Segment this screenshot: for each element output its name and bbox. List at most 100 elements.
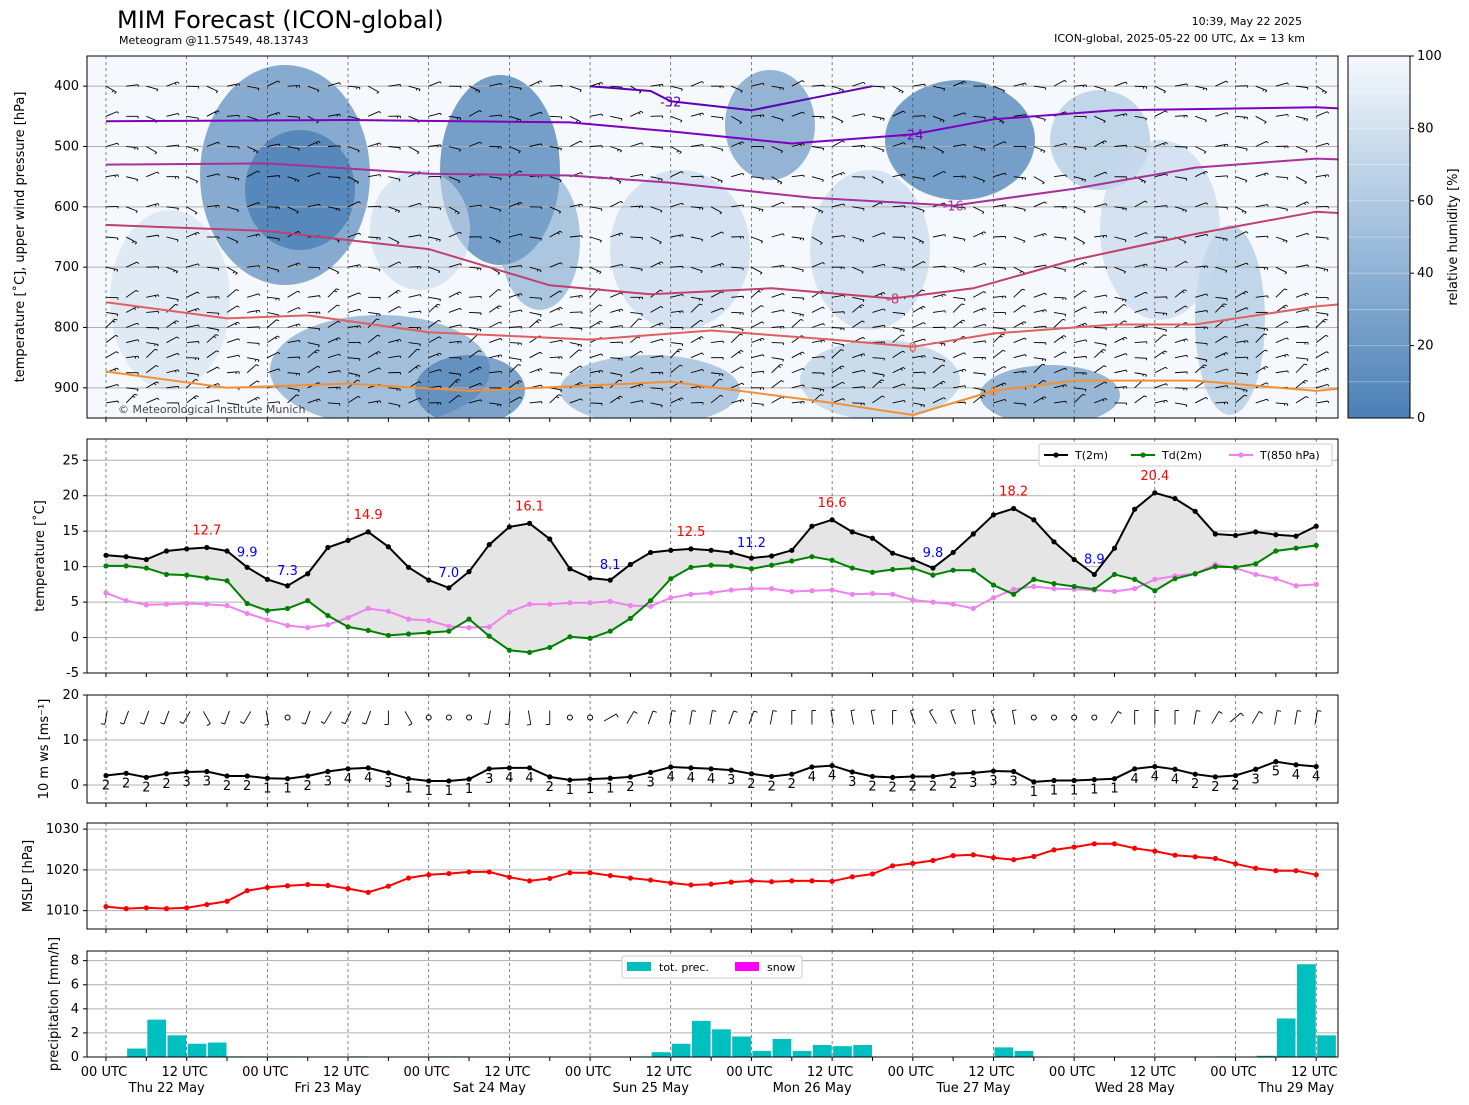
surface-wind-barb <box>1211 711 1220 724</box>
wind-barb-flag <box>1043 119 1046 122</box>
wind-barb <box>892 205 905 208</box>
extreme-label: 14.9 <box>354 508 383 523</box>
wind-barb <box>368 400 381 404</box>
wind-barb-flag <box>395 291 399 294</box>
wind-barb-flag <box>1246 307 1249 310</box>
wind-barb <box>1033 292 1046 298</box>
series-point <box>789 588 795 595</box>
wind-barb-flag <box>803 143 805 146</box>
wind-barb-flag <box>658 178 660 181</box>
wind-barb-flag <box>1064 314 1067 317</box>
wind-barb-flag <box>1023 240 1026 244</box>
wind-barb-flag <box>1302 381 1306 384</box>
mslp-point <box>446 870 452 877</box>
series-point <box>567 634 573 640</box>
wind-barb <box>1053 384 1066 389</box>
wind-barb <box>166 385 179 389</box>
wind-barb <box>610 146 622 151</box>
wind-barb <box>912 355 925 359</box>
wind-barb <box>1013 402 1026 405</box>
wind-barb <box>489 83 502 87</box>
series-point <box>305 625 311 631</box>
wind-barb-flag <box>741 366 744 369</box>
wind-barb-flag <box>641 269 643 272</box>
wind-barb <box>1114 336 1126 343</box>
wind-barb-flag <box>1124 320 1127 323</box>
wind-barb-flag <box>499 209 502 213</box>
wind-barb <box>307 85 320 91</box>
series-point <box>224 548 230 554</box>
wind-barb-flag <box>1266 141 1269 144</box>
wind-barb-flag <box>258 202 261 205</box>
wind-barb-flag <box>842 381 845 385</box>
wind-barb-flag <box>479 366 482 369</box>
wind-barb <box>529 368 541 374</box>
wind-barb-flag <box>437 303 441 306</box>
mslp-point <box>849 874 855 880</box>
wind-barb-flag <box>660 210 663 213</box>
humidity-blob <box>810 170 930 330</box>
wind-barb-flag <box>1265 90 1268 93</box>
surface-wind-barb-flag <box>1240 712 1244 717</box>
wind-barb <box>892 142 905 147</box>
wind-barb-flag <box>943 397 946 400</box>
wind-barb <box>1215 112 1227 117</box>
wind-barb-flag <box>1105 235 1108 238</box>
wind-barb-flag <box>601 353 604 356</box>
series-point <box>446 623 452 629</box>
series-point <box>990 512 997 518</box>
wind-barb-flag <box>1125 299 1127 302</box>
wind-barb-flag <box>1183 339 1186 342</box>
wind-barb-flag <box>863 113 866 116</box>
wind-barb-flag <box>621 325 624 328</box>
wind-barb-flag <box>1061 336 1064 339</box>
wind-barb-flag <box>679 151 682 155</box>
wind-barb <box>428 303 438 313</box>
wind-barb <box>408 397 420 404</box>
wind-barb-flag <box>579 365 583 368</box>
wind-barb-flag <box>538 319 542 322</box>
wind-barb-flag <box>681 88 683 92</box>
mslp-point <box>547 875 553 882</box>
series-point <box>1313 542 1319 548</box>
wind-barb-flag <box>883 264 886 267</box>
wind-barb-flag <box>1143 325 1145 328</box>
surface-wind-barb <box>323 711 332 724</box>
windspeed-point <box>1132 766 1138 772</box>
wind-barb-flag <box>156 381 159 384</box>
windspeed-point <box>1253 766 1259 772</box>
wind-barb <box>529 296 542 299</box>
wind-barb <box>1013 370 1026 374</box>
wind-barb <box>1074 146 1087 149</box>
wind-barb-flag <box>419 294 422 297</box>
wind-barb <box>771 380 782 389</box>
wind-barb <box>186 263 199 268</box>
wind-barb-flag <box>1223 238 1225 241</box>
wind-barb <box>731 172 743 178</box>
wind-barb <box>610 200 622 208</box>
wind-barb <box>832 311 845 313</box>
wind-barb <box>932 293 945 298</box>
wind-barb <box>549 230 561 238</box>
series-point <box>688 546 694 552</box>
wind-barb-flag <box>540 314 542 317</box>
wind-barb-flag <box>682 310 684 313</box>
wind-barb <box>993 333 1003 343</box>
wind-barb-flag <box>641 400 644 403</box>
wind-barb-flag <box>1185 404 1188 408</box>
series-point <box>123 563 129 569</box>
wind-barb-flag <box>1102 399 1105 402</box>
wind-barb <box>1154 266 1167 270</box>
wind-barb <box>590 206 602 210</box>
wind-barb <box>1195 265 1208 268</box>
wind-barb <box>832 294 845 298</box>
wind-barb <box>388 261 400 268</box>
colorbar-tick-label: 60 <box>1417 194 1434 209</box>
series-point <box>1313 523 1319 529</box>
wind-barb <box>670 348 680 358</box>
series-point <box>426 617 432 624</box>
wind-barb-flag <box>883 374 885 378</box>
wind-barb <box>1275 114 1288 117</box>
surface-wind-barb <box>929 711 937 724</box>
wind-barb-flag <box>177 299 179 302</box>
